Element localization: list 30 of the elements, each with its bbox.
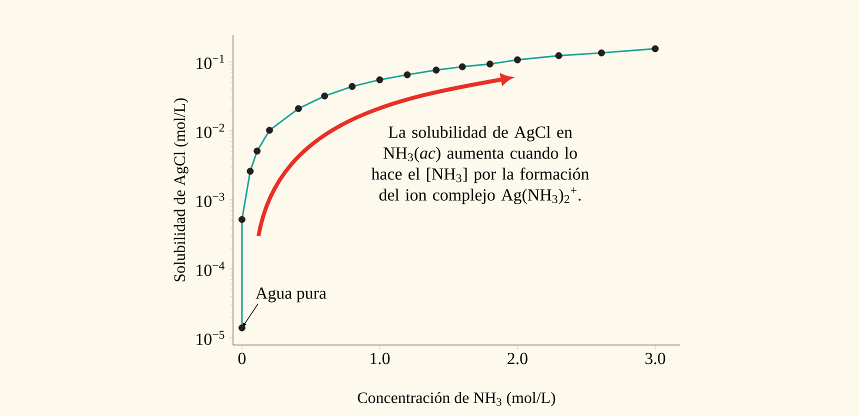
point <box>404 71 411 78</box>
point <box>652 45 659 52</box>
point <box>294 105 302 112</box>
point <box>458 63 466 70</box>
x-axis-title: Concentración de NH$_{3}$ (mol/L) <box>358 392 556 406</box>
point <box>321 92 328 100</box>
x-tick-label: 1.0 <box>370 352 390 364</box>
x-tick-label: 2.0 <box>508 352 528 364</box>
x-tick-label: 0 <box>238 352 246 364</box>
y-tick-label: 10$^{−1}$ <box>196 54 224 69</box>
y-tick-label: 10$^{−4}$ <box>196 262 225 276</box>
point <box>514 56 521 64</box>
point <box>432 66 440 74</box>
point <box>238 216 246 223</box>
point <box>254 148 261 155</box>
annotation: Agua pura <box>256 287 326 302</box>
point <box>555 52 562 60</box>
y-axis-title: Solubilidad de AgCl (mol/L) <box>174 98 188 282</box>
x-tick-label: 3.0 <box>645 352 666 364</box>
text: La solubilidad de AgCl en NH$_{3}$(ac) aumenta cuando lo hace el [NH$_{3}$] por la formación del ion complejo Ag(NH$_{3}$)$_{2}$$^{+}$. <box>371 126 590 204</box>
y-tick-label: 10$^{−5}$ <box>196 330 224 346</box>
point <box>266 126 273 134</box>
point <box>238 324 246 332</box>
point <box>598 49 605 56</box>
point <box>486 60 494 68</box>
point <box>246 168 254 175</box>
point <box>376 76 384 84</box>
point <box>348 82 356 90</box>
y-tick-label: 10$^{−2}$ <box>196 124 224 138</box>
y-tick-label: 10$^{−3}$ <box>196 192 224 208</box>
